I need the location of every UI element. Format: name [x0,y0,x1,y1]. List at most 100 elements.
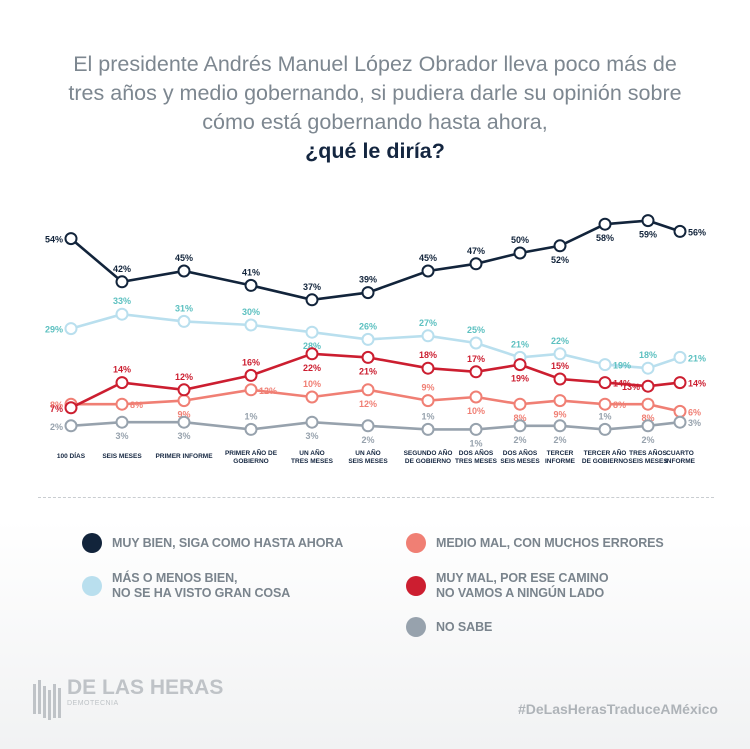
data-point [361,332,375,346]
data-label: 9% [553,410,566,420]
data-label: 3% [177,431,190,441]
data-label: 1% [421,411,434,421]
x-tick-label: PRIMER INFORME [155,453,213,460]
brand-name: DE LAS HERAS [67,676,224,699]
data-point [673,224,687,238]
data-point [641,397,655,411]
data-point [305,347,319,361]
data-label: 15% [551,361,569,371]
title-text: El presidente Andrés Manuel López Obrado… [68,52,682,134]
series-mas-o-menos-bien: 29% 33% 31% 30% 28% 26% 27% 25% 21% 22% 19% 18% 21% [45,296,706,375]
brand-subtitle: DEMOTECNIA [67,700,119,707]
x-tick-label: CUARTO INFORME [665,450,696,465]
data-label: 8% [513,413,526,423]
data-point [64,419,78,433]
x-tick-label: SEIS MESES [102,453,142,460]
data-label: 54% [45,235,63,245]
data-point [421,394,435,408]
series-line-no-sabe [70,420,681,431]
legend-swatch-icon [406,533,426,553]
data-point [177,394,191,408]
data-point [361,286,375,300]
data-label: 42% [113,264,131,274]
data-label: 29% [45,325,63,335]
logo-mark-icon [33,680,61,720]
data-label: 12% [175,372,193,382]
data-label: 1% [469,438,482,448]
legend-item-muy-bien: MUY BIEN, SIGA COMO HASTA AHORA [82,533,343,553]
data-label: 14% [613,379,631,389]
data-label: 47% [467,246,485,256]
data-label: 31% [175,303,193,313]
data-point [64,322,78,336]
data-label: 39% [359,275,377,285]
data-point [469,257,483,271]
legend-item-muy-mal: MUY MAL, POR ESE CAMINO NO VAMOS A NINGÚ… [406,571,609,601]
data-point [469,390,483,404]
data-point [641,419,655,433]
x-tick-label: TERCER AÑO DE GOBIERNO [582,448,628,465]
series-no-sabe: 2% 3% 3% 1% 3% 2% 1% 1% 2% 2% 1% 2% 3% [50,411,701,448]
data-point [115,307,129,321]
data-point [64,401,78,415]
data-label: 50% [511,235,529,245]
data-point [305,390,319,404]
data-point [513,419,527,433]
data-label: 2% [553,435,566,445]
data-point [177,264,191,278]
data-point [244,278,258,292]
data-point [115,376,129,390]
data-point [598,217,612,231]
data-point [513,397,527,411]
legend-swatch-icon [82,533,102,553]
data-label: 37% [303,282,321,292]
data-point [673,350,687,364]
data-label: 2% [50,422,63,432]
data-label: 10% [467,406,485,416]
data-point [177,314,191,328]
data-point [553,239,567,253]
data-point [177,415,191,429]
data-point [305,415,319,429]
data-point [421,361,435,375]
data-label: 18% [639,350,657,360]
data-point [641,361,655,375]
data-label: 2% [641,435,654,445]
data-point [598,422,612,436]
data-label: 16% [242,357,260,367]
data-point [64,232,78,246]
data-label: 41% [242,267,260,277]
data-label: 8% [50,400,63,410]
data-label: 26% [359,321,377,331]
data-point [305,293,319,307]
data-label: 8% [130,400,143,410]
x-tick-label: PRIMER AÑO DE GOBIERNO [225,448,278,465]
data-label: 1% [244,411,257,421]
data-label: 21% [511,339,529,349]
data-label: 3% [305,431,318,441]
data-label: 59% [639,230,657,240]
data-label: 12% [359,399,377,409]
data-point [469,336,483,350]
data-label: 6% [688,407,701,417]
data-label: 19% [511,374,529,384]
data-label: 10% [303,379,321,389]
data-point [361,383,375,397]
data-point [598,376,612,390]
legend-label: MUY BIEN, SIGA COMO HASTA AHORA [112,535,344,550]
data-point [673,415,687,429]
series-line-muy-bien [70,219,681,302]
data-point [244,422,258,436]
data-label: 52% [551,255,569,265]
data-point [641,214,655,228]
data-point [361,350,375,364]
hashtag: #DeLasHerasTraduceAMéxico [518,701,718,717]
legend-swatch-icon [406,617,426,637]
data-point [305,325,319,339]
data-label: 19% [613,361,631,371]
legend-item-medio-mal: MEDIO MAL, CON MUCHOS ERRORES [406,533,664,553]
data-point [553,419,567,433]
legend-label: MEDIO MAL, CON MUCHOS ERRORES [436,535,664,550]
data-point [115,397,129,411]
x-tick-label: 100 DÍAS [57,451,86,460]
